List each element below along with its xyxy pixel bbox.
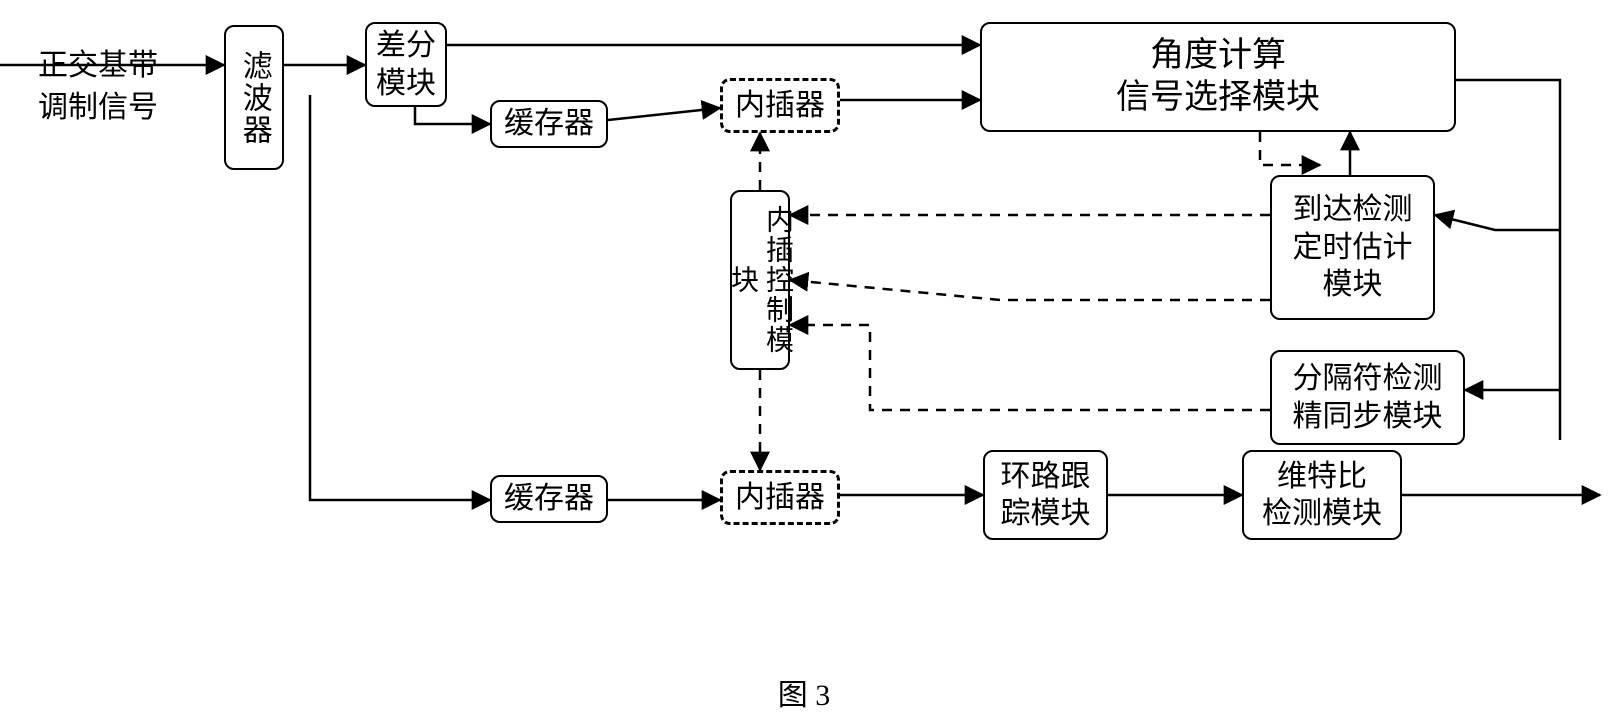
input-label-line1: 正交基带 <box>38 40 158 84</box>
interp1-block: 内插器 <box>720 78 840 133</box>
arrive-l2: 定时估计 <box>1293 229 1413 267</box>
buffer2-label: 缓存器 <box>504 480 594 518</box>
delim-block: 分隔符检测 精同步模块 <box>1270 350 1465 445</box>
arrive-block: 到达检测 定时估计 模块 <box>1270 175 1435 320</box>
ictrl-label: 内插控制模块 <box>725 196 795 364</box>
viterbi-l2: 检测模块 <box>1262 495 1382 533</box>
viterbi-l1: 维特比 <box>1262 458 1382 496</box>
angle-l1: 角度计算 <box>1116 35 1320 78</box>
filter-block: 滤波器 <box>224 25 284 170</box>
filter-label: 滤波器 <box>235 50 273 146</box>
loop-block: 环路跟 踪模块 <box>983 450 1108 540</box>
buffer1-block: 缓存器 <box>490 100 608 148</box>
angle-l2: 信号选择模块 <box>1116 77 1320 120</box>
buffer1-label: 缓存器 <box>504 105 594 143</box>
interp-ctrl-block: 内插控制模块 <box>730 190 790 370</box>
angle-block: 角度计算 信号选择模块 <box>980 22 1456 132</box>
input-label-line2: 调制信号 <box>38 82 158 126</box>
diff-block: 差分 模块 <box>365 22 447 107</box>
delim-l1: 分隔符检测 <box>1293 360 1443 398</box>
interp1-label: 内插器 <box>735 87 825 125</box>
interp2-block: 内插器 <box>720 470 840 525</box>
buffer2-block: 缓存器 <box>490 475 608 523</box>
arrive-l1: 到达检测 <box>1293 191 1413 229</box>
delim-l2: 精同步模块 <box>1293 398 1443 436</box>
interp2-label: 内插器 <box>735 479 825 517</box>
viterbi-block: 维特比 检测模块 <box>1242 450 1402 540</box>
loop-l1: 环路跟 <box>1001 458 1091 496</box>
loop-l2: 踪模块 <box>1001 495 1091 533</box>
diff-l1: 差分 <box>376 27 436 65</box>
figure-caption: 图 3 <box>778 670 831 714</box>
diff-l2: 模块 <box>376 65 436 103</box>
arrive-l3: 模块 <box>1293 266 1413 304</box>
